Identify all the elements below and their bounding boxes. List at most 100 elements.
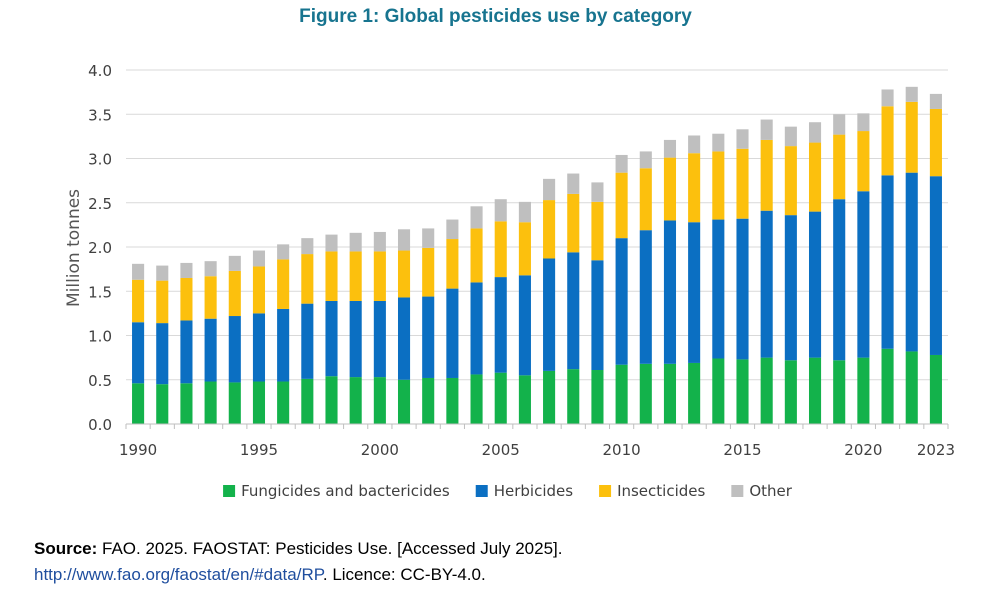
x-tick-label: 2023	[917, 441, 955, 459]
source-label: Source:	[34, 539, 98, 558]
bar-segment	[228, 382, 241, 424]
bar-segment	[736, 359, 749, 424]
chart-title: Figure 1: Global pesticides use by categ…	[299, 6, 692, 27]
bar-segment	[422, 228, 435, 248]
bar-segment	[567, 193, 580, 253]
bar-segment	[857, 357, 870, 425]
source-link[interactable]: http://www.fao.org/faostat/en/#data/RP	[34, 565, 323, 584]
bar-segment	[252, 381, 266, 424]
bar-segment	[373, 377, 386, 424]
bar-segment	[543, 258, 556, 371]
bar-segment	[349, 251, 362, 301]
bar-segment	[857, 191, 870, 358]
bar-segment	[639, 168, 652, 231]
bar-segment	[349, 377, 362, 424]
bar-segment	[905, 101, 918, 173]
bar-segment	[397, 379, 411, 424]
bar-segment	[833, 360, 846, 424]
x-tick-label: 2000	[361, 441, 399, 459]
bar-segment	[277, 244, 290, 260]
bar-segment	[784, 215, 797, 361]
bar-segment	[204, 276, 217, 319]
legend-swatch	[599, 485, 612, 497]
bar-segment	[615, 238, 628, 365]
bar-segment	[784, 360, 797, 424]
bar-segment	[470, 206, 483, 229]
bar-segment	[132, 263, 145, 280]
bar-segment	[301, 254, 314, 304]
gridlines	[126, 69, 948, 381]
bar-segment	[470, 282, 483, 375]
bar-segment	[905, 86, 918, 102]
bar-segment	[567, 173, 580, 194]
bar-segment	[301, 238, 314, 255]
y-tick-label: 0.0	[88, 416, 112, 434]
bar-segment	[494, 277, 507, 373]
bar-segment	[180, 262, 193, 278]
bar-segment	[277, 381, 290, 424]
bar-segment	[615, 364, 628, 424]
bar-segment	[808, 122, 822, 143]
bar-segment	[615, 154, 628, 173]
bar-segment	[760, 119, 773, 140]
bar-segment	[833, 134, 846, 200]
bar-segment	[397, 250, 411, 298]
y-tick-labels: 0.0 0.5 1.0 1.5 2.0 2.5 3.0 3.5 4.0	[88, 62, 112, 434]
bar-segment	[639, 151, 652, 169]
legend-label: Other	[749, 482, 792, 500]
bar-segment	[929, 93, 942, 109]
bar-segment	[591, 260, 604, 371]
bar-segment	[688, 362, 701, 424]
legend-swatch	[475, 485, 488, 497]
source-note: Source: FAO. 2025. FAOSTAT: Pesticides U…	[34, 536, 562, 588]
bar-segment	[712, 133, 725, 152]
bar-segment	[132, 279, 145, 323]
x-tick-labels: 1990 1995 2000 2005 2010 2015 2020 2023	[119, 441, 955, 459]
legend: Fungicides and bactericides Herbicides Ins…	[223, 482, 793, 500]
legend-label: Herbicides	[494, 482, 574, 500]
bar-segment	[905, 351, 918, 424]
bar-segment	[929, 108, 942, 177]
bar-segment	[446, 377, 459, 424]
bar-segment	[301, 303, 314, 379]
bar-segment	[591, 201, 604, 261]
bar-segment	[422, 296, 435, 378]
bar-segment	[591, 182, 604, 202]
bar-segment	[518, 375, 531, 424]
bar-segment	[905, 172, 918, 352]
x-tick-label: 2015	[723, 441, 761, 459]
bar-segment	[808, 357, 822, 425]
stacked-bar-chart: 0.0 0.5 1.0 1.5 2.0 2.5 3.0 3.5 4.0 1990 1995 2000…	[64, 62, 955, 500]
bar-segment	[156, 265, 169, 281]
y-tick-label: 3.5	[88, 106, 112, 124]
bar-segment	[639, 363, 652, 424]
bar-segment	[204, 261, 217, 277]
x-tick-label: 2020	[844, 441, 882, 459]
licence-text: . Licence: CC-BY-4.0.	[322, 565, 486, 584]
bar-segment	[567, 252, 580, 370]
bar-segment	[180, 383, 193, 424]
bar-segment	[349, 232, 362, 252]
bar-segment	[470, 228, 483, 283]
legend-label: Insecticides	[617, 482, 705, 500]
bar-segment	[277, 259, 290, 309]
bar-segment	[833, 114, 846, 135]
bar-segment	[446, 288, 459, 378]
bar-segment	[712, 219, 725, 359]
x-tick-label: 2005	[482, 441, 520, 459]
bar-segment	[301, 378, 314, 424]
bar-segment	[325, 300, 338, 377]
x-axis	[125, 423, 949, 429]
bar-segment	[567, 369, 580, 424]
bar-segment	[470, 374, 483, 424]
bar-segment	[881, 89, 894, 107]
x-tick-label: 1990	[119, 441, 157, 459]
bar-segment	[156, 280, 169, 324]
bar-segment	[736, 148, 749, 219]
bar-segment	[277, 308, 290, 382]
legend-label: Fungicides and bactericides	[241, 482, 450, 500]
bar-segment	[518, 222, 531, 276]
bar-segment	[325, 234, 338, 252]
legend-swatch	[731, 485, 744, 497]
bar-segment	[784, 126, 797, 147]
